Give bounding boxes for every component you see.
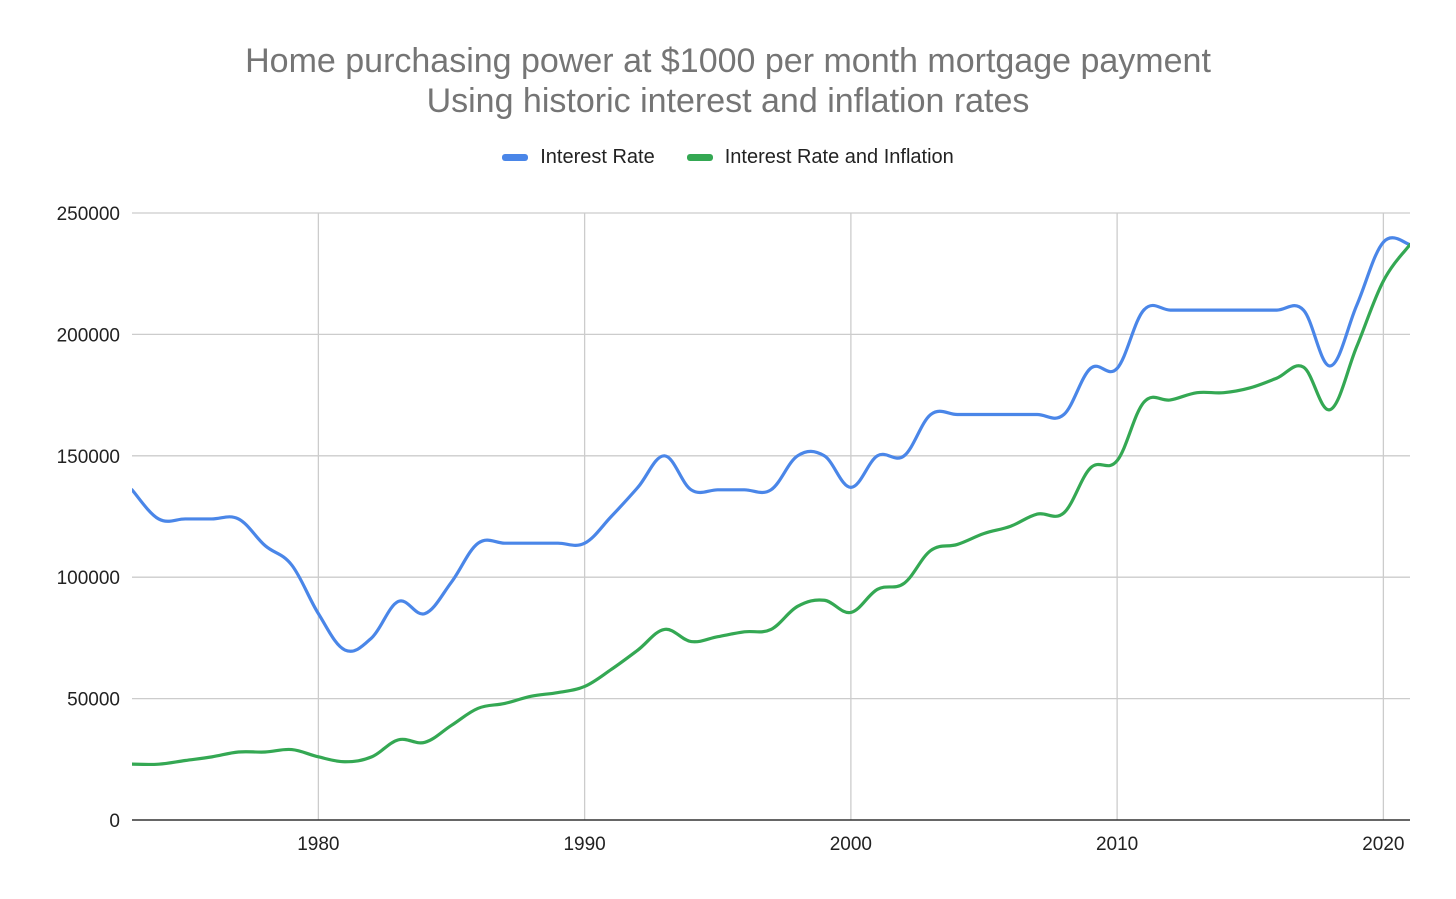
y-tick-label-50000: 50000 — [67, 690, 120, 711]
legend-label-interest-rate: Interest Rate — [540, 146, 655, 168]
legend-swatch-interest-rate — [502, 154, 529, 161]
series-line-interest-rate — [132, 236, 1410, 653]
legend-item-interest-rate: Interest Rate — [502, 146, 655, 169]
x-tick-label-1980: 1980 — [297, 834, 339, 855]
x-tick-label-2010: 2010 — [1096, 834, 1138, 855]
chart-subtitle: Using historic interest and inflation ra… — [426, 82, 1030, 120]
y-tick-label-200000: 200000 — [57, 325, 120, 346]
series-line-interest-rate-and-inflation — [132, 242, 1410, 767]
legend: Interest Rate Interest Rate and Inflatio… — [0, 146, 1456, 169]
y-tick-label-100000: 100000 — [57, 568, 120, 589]
legend-swatch-interest-rate-and-inflation — [686, 154, 713, 161]
y-tick-label-0: 0 — [109, 811, 120, 832]
legend-label-interest-rate-and-inflation: Interest Rate and Inflation — [724, 146, 954, 168]
x-tick-label-1990: 1990 — [563, 834, 605, 855]
y-tick-label-250000: 250000 — [57, 204, 120, 225]
x-tick-label-2020: 2020 — [1362, 834, 1404, 855]
chart-title: Home purchasing power at $1000 per month… — [245, 42, 1211, 80]
legend-item-interest-rate-and-inflation: Interest Rate and Inflation — [686, 146, 954, 169]
y-tick-label-150000: 150000 — [57, 447, 120, 468]
x-tick-label-2000: 2000 — [830, 834, 872, 855]
